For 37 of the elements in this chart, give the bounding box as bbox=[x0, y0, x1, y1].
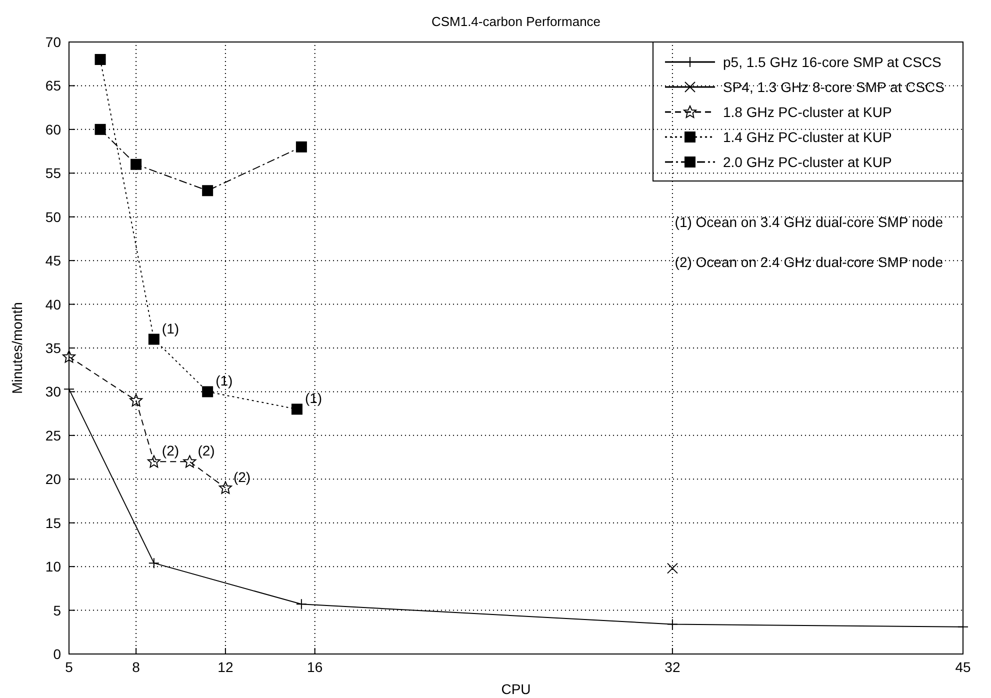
legend-label: p5, 1.5 GHz 16-core SMP at CSCS bbox=[723, 54, 942, 70]
y-tick-label: 0 bbox=[53, 646, 62, 662]
annotation: (1) Ocean on 3.4 GHz dual-core SMP node bbox=[674, 214, 944, 230]
x-tick-label: 45 bbox=[955, 659, 971, 675]
chart-title: CSM1.4-carbon Performance bbox=[431, 14, 601, 29]
annotation: (1) bbox=[216, 372, 233, 389]
legend-label: 2.0 GHz PC-cluster at KUP bbox=[723, 154, 892, 170]
y-tick-label: 10 bbox=[45, 558, 62, 575]
y-axis-title: Minutes/month bbox=[9, 302, 25, 394]
x-tick-label: 16 bbox=[307, 659, 323, 675]
annotation: (2) bbox=[233, 468, 251, 485]
annotation: (1) bbox=[162, 320, 180, 336]
annotation: (2) Ocean on 2.4 GHz dual-core SMP node bbox=[674, 254, 944, 270]
y-tick-label: 65 bbox=[45, 78, 62, 94]
y-tick-label: 70 bbox=[45, 34, 62, 50]
legend-label: 1.8 GHz PC-cluster at KUP bbox=[723, 104, 892, 120]
y-tick-label: 60 bbox=[45, 121, 62, 138]
y-tick-label: 15 bbox=[45, 514, 62, 531]
legend-label: 1.4 GHz PC-cluster at KUP bbox=[723, 129, 892, 145]
annotation: (2) bbox=[162, 442, 180, 459]
x-tick-label: 12 bbox=[218, 659, 234, 675]
x-axis-title: CPU bbox=[501, 681, 531, 697]
y-tick-label: 25 bbox=[45, 427, 62, 444]
legend-label: SP4, 1.3 GHz 8-core SMP at CSCS bbox=[723, 79, 944, 95]
y-tick-label: 45 bbox=[45, 252, 62, 269]
y-tick-label: 35 bbox=[45, 340, 62, 356]
x-tick-label: 5 bbox=[65, 659, 74, 675]
y-tick-label: 55 bbox=[45, 165, 62, 182]
y-tick-label: 40 bbox=[45, 296, 62, 312]
y-tick-label: 20 bbox=[45, 471, 62, 488]
y-tick-label: 30 bbox=[45, 384, 62, 400]
annotation: (1) bbox=[304, 390, 322, 406]
x-tick-label: 8 bbox=[132, 659, 140, 675]
x-tick-label: 32 bbox=[664, 659, 680, 675]
y-tick-label: 50 bbox=[45, 208, 62, 225]
y-tick-label: 5 bbox=[53, 602, 62, 618]
annotation: (2) bbox=[198, 442, 215, 459]
